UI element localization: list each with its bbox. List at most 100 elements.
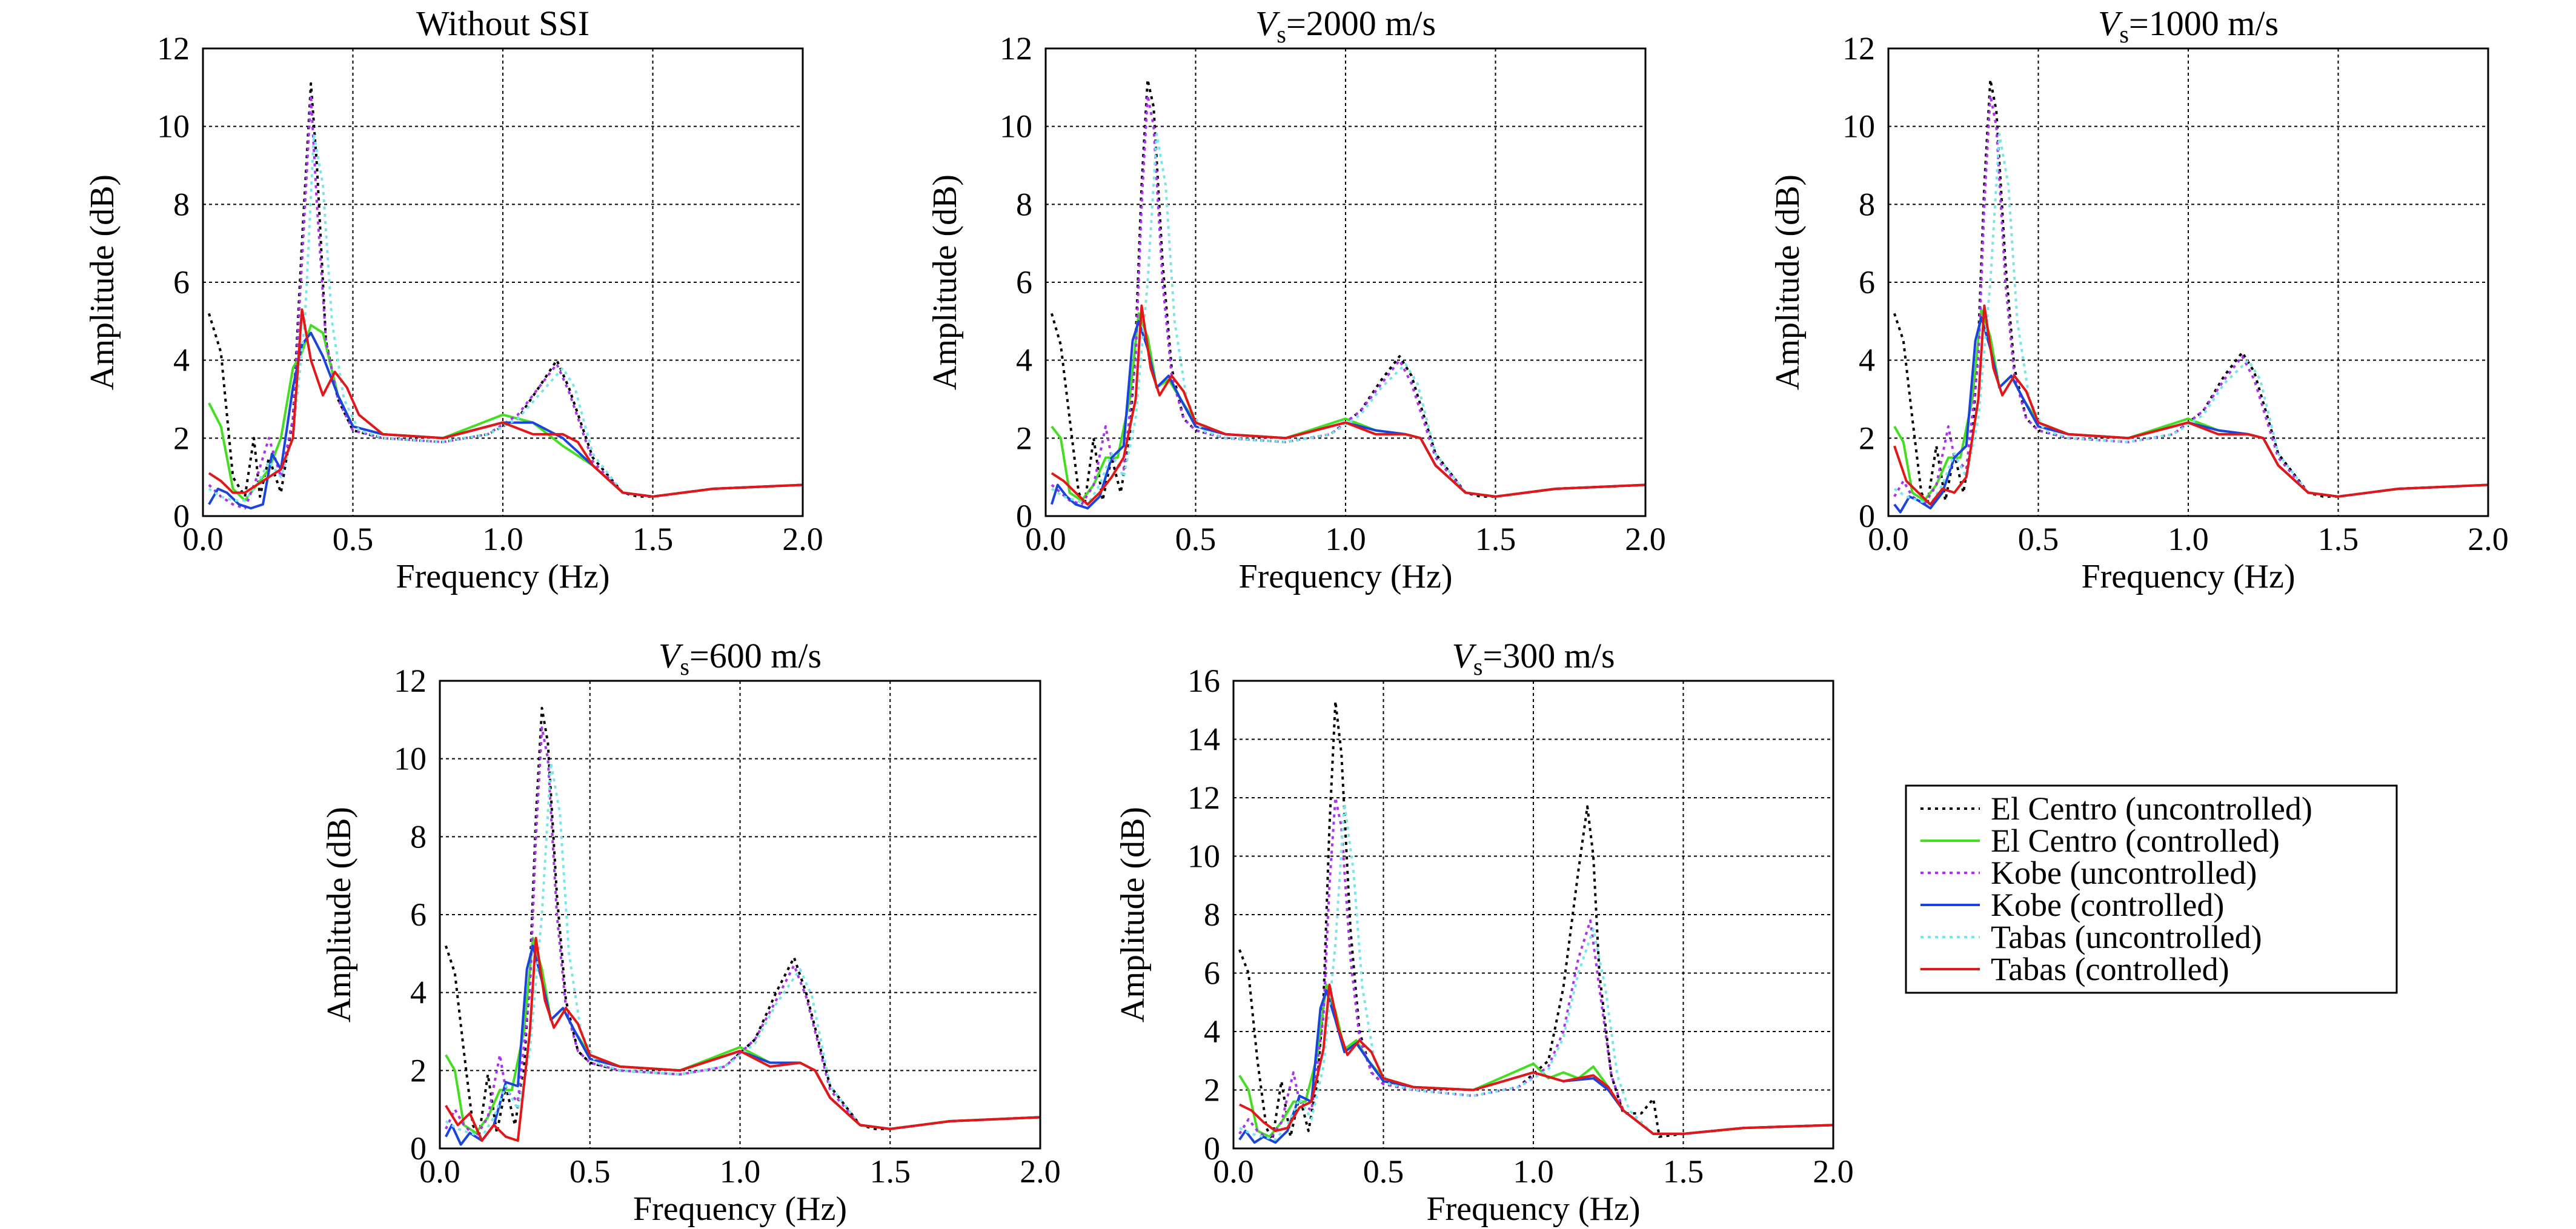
x-tick-label: 0.5 xyxy=(1175,521,1217,557)
x-axis-label: Frequency (Hz) xyxy=(2082,558,2295,595)
x-tick-label: 0.5 xyxy=(1363,1153,1404,1190)
y-tick-label: 12 xyxy=(157,30,190,67)
title-subscript: s xyxy=(2119,21,2129,48)
chart-title: Vs=2000 m/s xyxy=(1255,4,1436,48)
y-tick-label: 10 xyxy=(1000,108,1032,145)
y-axis-label: Amplitude (dB) xyxy=(1114,807,1152,1022)
y-tick-label: 0 xyxy=(410,1130,427,1167)
title-suffix: =2000 m/s xyxy=(1286,4,1436,43)
chart-title: Without SSI xyxy=(416,4,589,43)
series-line-kb_c xyxy=(445,944,1040,1146)
plot-frame xyxy=(439,680,1041,1150)
y-tick-label: 12 xyxy=(1187,780,1220,816)
series-line-tb_u xyxy=(1893,133,2488,506)
y-tick-label: 6 xyxy=(1859,264,1875,300)
y-tick-label: 4 xyxy=(1016,342,1032,379)
chart-panel-5: 0.0 0.5 1.0 1.5 2.0 0 2 4 6 8 10 12 14 16 Vs=300 m/s Fr… xyxy=(1114,636,1854,1228)
series-line-kb_c xyxy=(1893,316,2488,514)
x-tick-label: 1.5 xyxy=(632,521,674,557)
series-line-kb_u xyxy=(1051,94,1645,506)
series-group xyxy=(1893,78,2488,514)
y-tick-label: 0 xyxy=(173,498,190,534)
series-line-ec_c xyxy=(1051,312,1645,502)
title-suffix: =600 m/s xyxy=(689,636,822,675)
legend-label: Tabas (uncontrolled) xyxy=(1991,919,2262,955)
series-line-kb_u xyxy=(1893,94,2488,506)
x-axis-label: Frequency (Hz) xyxy=(1239,558,1453,595)
title-suffix: =300 m/s xyxy=(1483,636,1615,675)
series-line-kb_u xyxy=(208,94,803,510)
title-subscript: s xyxy=(1473,653,1483,680)
y-tick-label: 6 xyxy=(1204,955,1220,992)
x-tick-label: 2.0 xyxy=(1020,1153,1061,1190)
x-tick-label: 2.0 xyxy=(2468,521,2509,557)
x-tick-label: 0.0 xyxy=(182,521,224,557)
chart-panel-1: 0.0 0.5 1.0 1.5 2.0 0 2 4 6 8 10 12 Without SSI Frequ… xyxy=(84,4,823,595)
title-subscript: s xyxy=(680,653,689,680)
y-tick-label: 0 xyxy=(1204,1130,1220,1167)
series-line-kb_u xyxy=(1238,797,1833,1141)
legend-item: Tabas (uncontrolled) xyxy=(1920,919,2262,955)
x-axis-label: Frequency (Hz) xyxy=(396,558,610,595)
y-tick-label: 10 xyxy=(157,108,190,145)
y-tick-label: 16 xyxy=(1187,663,1220,699)
chart-panel-4: 0.0 0.5 1.0 1.5 2.0 0 2 4 6 8 10 12 Vs=600 m/s Freque… xyxy=(320,636,1061,1228)
series-group xyxy=(445,707,1040,1146)
plot-frame xyxy=(1232,680,1834,1150)
x-tick-label: 1.5 xyxy=(1475,521,1516,557)
y-tick-label: 14 xyxy=(1187,721,1220,758)
x-tick-label: 0.0 xyxy=(1025,521,1066,557)
title-main: V xyxy=(659,636,684,675)
y-tick-label: 4 xyxy=(1859,342,1875,379)
x-tick-label: 0.5 xyxy=(2018,521,2059,557)
series-line-ec_u xyxy=(445,707,1040,1138)
y-axis-label: Amplitude (dB) xyxy=(1769,174,1807,390)
legend-label: El Centro (uncontrolled) xyxy=(1991,790,2312,827)
series-line-tb_c xyxy=(208,308,803,498)
series-line-kb_c xyxy=(1050,320,1645,510)
y-tick-label: 8 xyxy=(410,818,427,855)
series-line-tb_c xyxy=(1893,304,2488,506)
y-tick-label: 2 xyxy=(1859,420,1875,456)
y-axis-label: Amplitude (dB) xyxy=(320,807,358,1022)
y-tick-label: 6 xyxy=(173,264,190,300)
series-line-ec_c xyxy=(1238,983,1833,1138)
x-tick-label: 1.0 xyxy=(1325,521,1366,557)
y-tick-label: 6 xyxy=(1016,264,1032,300)
chart-title: Vs=300 m/s xyxy=(1452,636,1615,680)
x-axis-label: Frequency (Hz) xyxy=(1427,1190,1641,1228)
legend-item: Tabas (controlled) xyxy=(1920,951,2229,987)
x-tick-label: 0.0 xyxy=(1213,1153,1254,1190)
series-line-tb_u xyxy=(1051,133,1645,506)
legend-label: El Centro (controlled) xyxy=(1991,823,2280,859)
y-axis-label: Amplitude (dB) xyxy=(84,174,121,390)
title-suffix: =1000 m/s xyxy=(2129,4,2279,43)
x-tick-label: 1.0 xyxy=(1513,1153,1554,1190)
series-line-tb_c xyxy=(1239,983,1833,1135)
series-line-tb_u xyxy=(208,133,803,502)
x-tick-label: 1.5 xyxy=(2318,521,2359,557)
y-tick-label: 10 xyxy=(394,741,427,777)
y-tick-label: 2 xyxy=(173,420,190,456)
legend-label: Kobe (uncontrolled) xyxy=(1991,855,2257,891)
y-tick-label: 4 xyxy=(410,975,427,1011)
x-tick-label: 1.0 xyxy=(482,521,523,557)
series-group xyxy=(207,82,803,510)
x-tick-label: 2.0 xyxy=(782,521,823,557)
series-line-ec_u xyxy=(1050,78,1645,506)
series-group xyxy=(1238,700,1833,1144)
y-tick-label: 0 xyxy=(1859,498,1875,534)
legend-item: El Centro (uncontrolled) xyxy=(1920,790,2312,827)
title-main: V xyxy=(2098,4,2123,43)
title-subscript: s xyxy=(1276,21,1286,48)
series-line-kb_u xyxy=(445,726,1040,1138)
series-line-ec_u xyxy=(1893,78,2488,506)
y-tick-label: 4 xyxy=(173,342,190,379)
y-tick-label: 8 xyxy=(1204,896,1220,933)
y-tick-label: 8 xyxy=(1016,186,1032,222)
x-tick-label: 0.0 xyxy=(1868,521,1909,557)
plot-frame xyxy=(1044,47,1647,517)
series-line-tb_c xyxy=(1051,304,1645,506)
series-line-ec_u xyxy=(207,82,803,498)
